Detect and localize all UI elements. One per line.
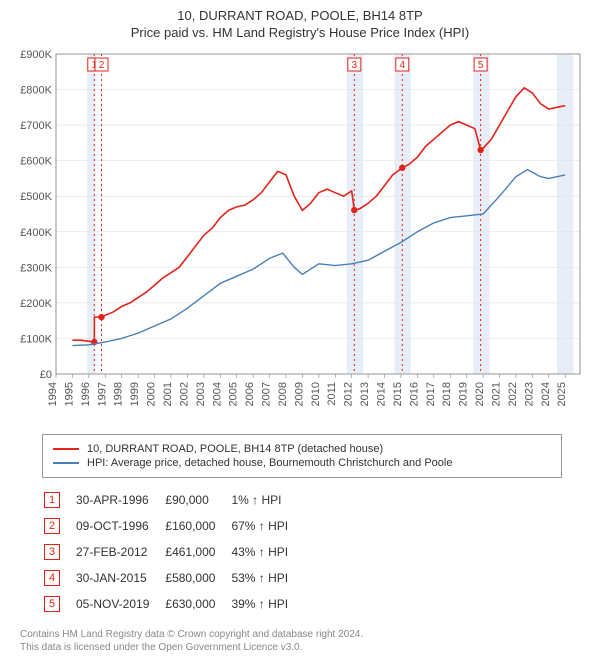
event-price: £580,000 — [165, 566, 229, 590]
svg-text:2024: 2024 — [540, 382, 552, 406]
svg-text:2017: 2017 — [425, 382, 437, 406]
footer-line: This data is licensed under the Open Gov… — [20, 641, 590, 654]
event-price: £630,000 — [165, 592, 229, 616]
event-date: 27-FEB-2012 — [76, 540, 163, 564]
svg-text:£300K: £300K — [20, 262, 52, 274]
legend: 10, DURRANT ROAD, POOLE, BH14 8TP (detac… — [42, 434, 562, 478]
legend-label: 10, DURRANT ROAD, POOLE, BH14 8TP (detac… — [87, 443, 383, 455]
event-date: 05-NOV-2019 — [76, 592, 163, 616]
event-marker-icon: 1 — [44, 492, 60, 508]
svg-text:2005: 2005 — [228, 382, 240, 406]
event-date: 30-JAN-2015 — [76, 566, 163, 590]
event-delta: 1% ↑ HPI — [231, 488, 302, 512]
event-price: £90,000 — [165, 488, 229, 512]
svg-text:£0: £0 — [40, 369, 52, 381]
svg-text:2018: 2018 — [441, 382, 453, 406]
svg-text:2025: 2025 — [556, 382, 568, 406]
svg-text:2007: 2007 — [261, 382, 273, 406]
price-chart: £0 £100K £200K £300K £400K £500K £600K £700K £80… — [10, 46, 590, 426]
event-price: £160,000 — [165, 514, 229, 538]
event-price: £461,000 — [165, 540, 229, 564]
event-date: 09-OCT-1996 — [76, 514, 163, 538]
svg-text:2023: 2023 — [523, 382, 535, 406]
svg-text:£600K: £600K — [20, 156, 52, 168]
svg-text:£100K: £100K — [20, 333, 52, 345]
footer-line: Contains HM Land Registry data © Crown c… — [20, 628, 590, 641]
event-delta: 53% ↑ HPI — [231, 566, 302, 590]
svg-text:2019: 2019 — [458, 382, 470, 406]
event-marker-icon: 4 — [44, 570, 60, 586]
svg-text:£500K: £500K — [20, 191, 52, 203]
event-date: 30-APR-1996 — [76, 488, 163, 512]
svg-text:2009: 2009 — [293, 382, 305, 406]
svg-text:2003: 2003 — [195, 382, 207, 406]
footer-attribution: Contains HM Land Registry data © Crown c… — [20, 628, 590, 654]
legend-item: HPI: Average price, detached house, Bour… — [53, 457, 551, 469]
svg-text:2000: 2000 — [146, 382, 158, 406]
svg-text:£700K: £700K — [20, 120, 52, 132]
event-row: 5 05-NOV-2019£630,00039% ↑ HPI — [44, 592, 302, 616]
event-row: 4 30-JAN-2015£580,00053% ↑ HPI — [44, 566, 302, 590]
svg-text:£400K: £400K — [20, 227, 52, 239]
event-row: 1 30-APR-1996£90,0001% ↑ HPI — [44, 488, 302, 512]
svg-text:1998: 1998 — [113, 382, 125, 406]
event-marker-icon: 5 — [44, 596, 60, 612]
svg-text:2022: 2022 — [507, 382, 519, 406]
chart-subtitle: Price paid vs. HM Land Registry's House … — [10, 25, 590, 40]
event-row: 3 27-FEB-2012£461,00043% ↑ HPI — [44, 540, 302, 564]
event-delta: 43% ↑ HPI — [231, 540, 302, 564]
svg-text:2014: 2014 — [376, 382, 388, 406]
svg-text:3: 3 — [352, 60, 358, 71]
svg-text:1994: 1994 — [47, 382, 59, 406]
svg-text:2012: 2012 — [343, 382, 355, 406]
event-delta: 39% ↑ HPI — [231, 592, 302, 616]
svg-text:2002: 2002 — [178, 382, 190, 406]
svg-text:1995: 1995 — [63, 382, 75, 406]
svg-text:2004: 2004 — [211, 382, 223, 406]
svg-text:£200K: £200K — [20, 298, 52, 310]
chart-title: 10, DURRANT ROAD, POOLE, BH14 8TP — [10, 8, 590, 23]
svg-text:2011: 2011 — [326, 382, 338, 406]
svg-text:£900K: £900K — [20, 49, 52, 61]
svg-text:4: 4 — [399, 60, 405, 71]
legend-label: HPI: Average price, detached house, Bour… — [87, 457, 452, 469]
event-row: 2 09-OCT-1996£160,00067% ↑ HPI — [44, 514, 302, 538]
legend-item: 10, DURRANT ROAD, POOLE, BH14 8TP (detac… — [53, 443, 551, 455]
svg-text:2021: 2021 — [491, 382, 503, 406]
svg-text:1997: 1997 — [96, 382, 108, 406]
svg-text:2015: 2015 — [392, 382, 404, 406]
svg-text:2016: 2016 — [408, 382, 420, 406]
svg-text:2010: 2010 — [310, 382, 322, 406]
svg-text:2013: 2013 — [359, 382, 371, 406]
svg-text:2: 2 — [99, 60, 105, 71]
svg-text:5: 5 — [478, 60, 484, 71]
svg-text:£800K: £800K — [20, 85, 52, 97]
event-marker-icon: 3 — [44, 544, 60, 560]
svg-text:2006: 2006 — [244, 382, 256, 406]
events-table: 130-APR-1996£90,0001% ↑ HPI209-OCT-1996£… — [42, 486, 304, 618]
event-delta: 67% ↑ HPI — [231, 514, 302, 538]
svg-text:1999: 1999 — [129, 382, 141, 406]
svg-text:2008: 2008 — [277, 382, 289, 406]
svg-text:1996: 1996 — [80, 382, 92, 406]
svg-text:2001: 2001 — [162, 382, 174, 406]
event-marker-icon: 2 — [44, 518, 60, 534]
svg-text:2020: 2020 — [474, 382, 486, 406]
